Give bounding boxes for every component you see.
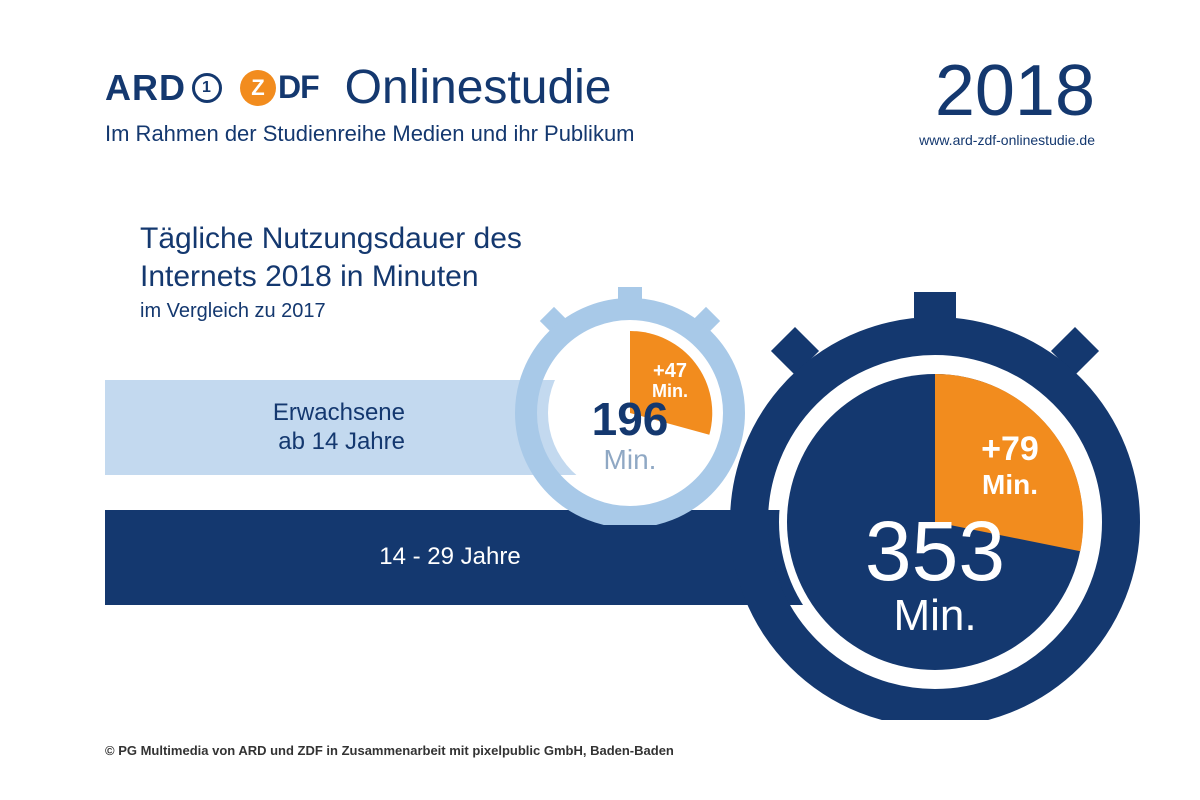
- zdf-circle-icon: Z: [240, 70, 276, 106]
- stopwatch-young: 353 Min. +79 Min.: [720, 290, 1150, 720]
- bar-adults-label: Erwachsene ab 14 Jahre: [145, 399, 405, 457]
- chart-subtitle: im Vergleich zu 2017: [140, 299, 522, 324]
- chart-title-line2: Internets 2018 in Minuten: [140, 258, 522, 296]
- delta-adults: +47: [653, 360, 687, 382]
- chart-title: Tägliche Nutzungsdauer des Internets 201…: [140, 220, 522, 324]
- footer-copyright: © PG Multimedia von ARD und ZDF in Zusam…: [105, 743, 674, 758]
- chart-title-line1: Tägliche Nutzungsdauer des: [140, 220, 522, 258]
- study-title: Onlinestudie: [345, 60, 612, 115]
- stopwatch-adults: 196 Min. +47 Min.: [510, 285, 750, 525]
- unit-adults: Min.: [604, 444, 657, 475]
- delta-unit-adults: Min.: [652, 381, 688, 401]
- ard-text: ARD: [105, 67, 186, 109]
- ard-circle-icon: 1: [192, 73, 222, 103]
- delta-unit-young: Min.: [982, 469, 1038, 500]
- zdf-df-text: DF: [278, 69, 319, 106]
- delta-young: +79: [981, 430, 1039, 468]
- ard-logo: ARD 1: [105, 67, 222, 109]
- study-year: 2018: [935, 50, 1095, 132]
- header: ARD 1 Z DF Onlinestudie 2018 Im Rahmen d…: [105, 60, 1095, 147]
- zdf-logo: Z DF: [240, 69, 319, 106]
- value-young: 353: [865, 504, 1005, 598]
- study-url: www.ard-zdf-onlinestudie.de: [919, 132, 1095, 148]
- unit-young: Min.: [893, 591, 976, 640]
